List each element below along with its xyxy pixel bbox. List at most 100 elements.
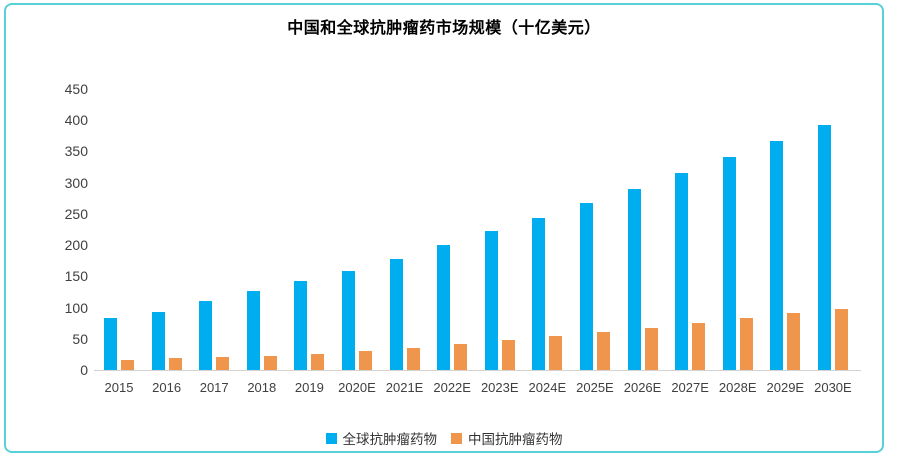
x-tick-cell: 2025E [576, 380, 614, 395]
bar-global-2021E [389, 258, 403, 370]
bar-group-2015 [104, 89, 134, 370]
bar-global-2025E [579, 203, 593, 370]
x-tick-cell: 2016 [152, 380, 182, 395]
x-tick-label: 2019 [294, 380, 324, 395]
bar-china-2022E [454, 344, 468, 370]
bar-global-2024E [532, 217, 546, 370]
x-tick-label: 2026E [623, 380, 662, 395]
x-axis-line [94, 370, 861, 371]
y-tick-label: 300 [64, 174, 88, 191]
bar-china-2030E [834, 308, 848, 370]
y-tick-label: 450 [64, 81, 88, 97]
y-tick-label: 150 [64, 268, 88, 285]
bar-group-2023E [484, 89, 515, 370]
x-tick-label: 2015 [104, 380, 134, 395]
chart-card: 中国和全球抗肿瘤药市场规模（十亿美元） 0 50 100 150 200 250 300 35… [4, 3, 884, 453]
legend-label: 全球抗肿瘤药物 [342, 432, 438, 447]
x-tick-cell: 2019 [294, 380, 324, 395]
legend: 全球抗肿瘤药物 中国抗肿瘤药物 [6, 428, 882, 448]
x-tick-label: 2027E [671, 380, 709, 395]
bar-china-2019 [311, 353, 325, 370]
bar-china-2029E [787, 312, 801, 370]
bar-group-2030E [817, 89, 848, 370]
x-tick-label: 2029E [766, 380, 805, 395]
bar-global-2023E [484, 231, 498, 370]
x-tick-label: 2023E [480, 380, 519, 395]
x-tick-cell: 2015 [104, 380, 134, 395]
bar-china-2028E [739, 317, 753, 370]
x-tick-cell: 2026E [624, 380, 662, 395]
x-tick-cell: 2018 [247, 380, 277, 395]
y-tick-label: 50 [72, 330, 88, 347]
x-tick-cell: 2024E [529, 380, 567, 395]
x-tick-label: 2030E [814, 380, 852, 395]
legend-item-china: 中国抗肿瘤药物 [451, 428, 563, 448]
bar-china-2020E [358, 350, 372, 370]
x-tick-cell: 2030E [814, 380, 852, 395]
bar-china-2023E [501, 340, 515, 370]
x-tick-cell: 2029E [767, 380, 805, 395]
bar-china-2025E [596, 331, 610, 370]
bar-global-2018 [246, 290, 260, 370]
bar-group-2020E [341, 89, 372, 370]
x-tick-label: 2028E [718, 380, 757, 395]
legend-swatch-icon [451, 432, 462, 444]
bar-china-2026E [644, 327, 658, 370]
bar-global-2029E [770, 141, 784, 370]
chart-title: 中国和全球抗肿瘤药市场规模（十亿美元） [287, 20, 601, 37]
bar-global-2020E [341, 270, 355, 370]
bar-group-2029E [770, 89, 801, 370]
bar-group-2019 [294, 89, 325, 370]
y-tick-label: 250 [64, 205, 88, 222]
bar-global-2030E [817, 125, 831, 370]
x-axis-labels: 2015 2016 2017 2018 2019 2020E 2021E 2022E 2023E… [104, 380, 852, 395]
plot-area [104, 89, 848, 370]
y-tick-label: 100 [64, 299, 88, 316]
legend-label: 中国抗肿瘤药物 [468, 432, 563, 447]
bar-china-2021E [406, 348, 420, 370]
bar-group-2016 [151, 89, 182, 370]
bar-group-2025E [579, 89, 610, 370]
bar-group-2022E [437, 89, 468, 370]
x-tick-label: 2018 [247, 380, 277, 395]
bar-group-2024E [532, 89, 563, 370]
bar-global-2015 [104, 318, 117, 370]
legend-swatch-icon [325, 432, 337, 444]
x-tick-label: 2017 [199, 380, 229, 395]
x-tick-label: 2020E [338, 380, 376, 395]
x-tick-cell: 2027E [671, 380, 709, 395]
bar-china-2016 [168, 358, 182, 370]
x-tick-cell: 2028E [719, 380, 757, 395]
y-tick-label: 400 [64, 112, 88, 129]
x-tick-cell: 2017 [199, 380, 229, 395]
x-tick-label: 2016 [152, 380, 182, 395]
y-tick-label: 200 [64, 237, 88, 254]
bar-global-2019 [294, 280, 308, 370]
bar-group-2017 [199, 89, 230, 370]
legend-item-global: 全球抗肿瘤药物 [325, 428, 438, 448]
bar-global-2026E [627, 188, 641, 370]
x-tick-cell: 2020E [338, 380, 376, 395]
bar-china-2018 [263, 355, 277, 370]
bar-group-2027E [675, 89, 706, 370]
bar-global-2028E [722, 157, 736, 370]
x-tick-cell: 2021E [386, 380, 424, 395]
x-tick-cell: 2022E [433, 380, 471, 395]
y-tick-label: 350 [64, 143, 88, 160]
bar-china-2015 [121, 360, 134, 370]
x-tick-label: 2024E [528, 380, 567, 395]
bar-group-2018 [246, 89, 277, 370]
bar-group-2021E [389, 89, 420, 370]
bar-global-2022E [437, 245, 451, 370]
bar-global-2017 [199, 301, 213, 370]
bar-china-2017 [216, 356, 230, 370]
x-tick-label: 2025E [576, 380, 614, 395]
bar-china-2024E [549, 336, 563, 370]
x-tick-label: 2021E [385, 380, 424, 395]
y-tick-label: 0 [80, 362, 88, 378]
bar-group-2026E [627, 89, 658, 370]
x-tick-label: 2022E [433, 380, 471, 395]
bar-group-2028E [722, 89, 753, 370]
x-tick-cell: 2023E [481, 380, 519, 395]
